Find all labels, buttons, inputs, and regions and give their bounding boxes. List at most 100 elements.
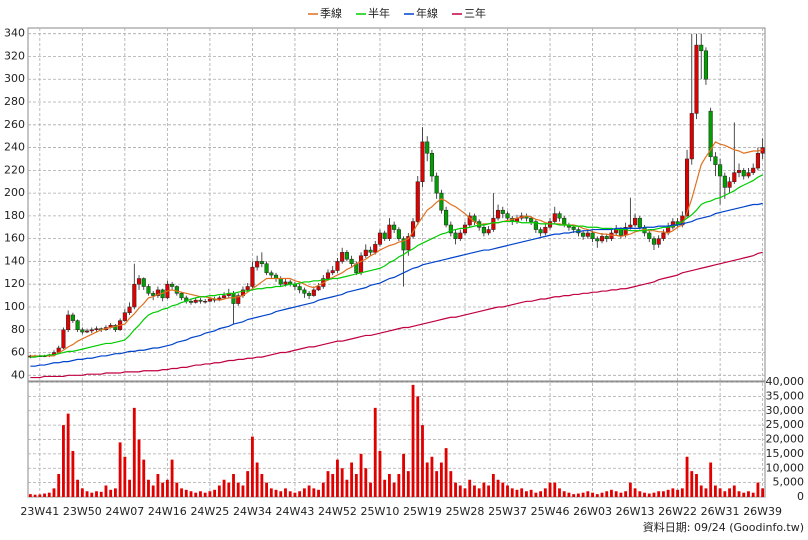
x-tick-label: 26W22 bbox=[658, 505, 697, 518]
volume-bar bbox=[317, 489, 320, 497]
volume-bar bbox=[628, 482, 632, 497]
candle-body bbox=[330, 270, 335, 274]
volume-bar bbox=[586, 491, 590, 497]
x-tick-label: 26W03 bbox=[573, 505, 612, 518]
candle-body bbox=[434, 175, 439, 194]
volume-bar bbox=[359, 453, 363, 497]
volume-bar bbox=[633, 488, 637, 497]
volume-bar bbox=[435, 471, 439, 497]
candle-body bbox=[245, 286, 250, 291]
x-tick-label: 24W16 bbox=[148, 505, 187, 518]
volume-bar bbox=[515, 489, 519, 497]
candle-body bbox=[151, 293, 156, 296]
candle-body bbox=[647, 232, 652, 239]
candle-body bbox=[325, 272, 331, 279]
candle-body bbox=[368, 249, 373, 253]
volume-bar bbox=[142, 459, 146, 497]
candle-body bbox=[741, 170, 746, 177]
y-tick-label: 340 bbox=[4, 27, 25, 40]
volume-bar bbox=[165, 479, 169, 497]
candle-body bbox=[207, 298, 212, 302]
candle-body bbox=[359, 255, 364, 274]
volume-bar bbox=[553, 482, 557, 497]
volume-bar bbox=[487, 485, 491, 497]
volume-bar bbox=[298, 491, 302, 497]
y-tick-label: 180 bbox=[4, 209, 25, 222]
candle-body bbox=[755, 153, 760, 169]
candle-body bbox=[302, 289, 307, 294]
volume-bar bbox=[80, 488, 84, 497]
candle-body bbox=[344, 252, 349, 260]
candle-body bbox=[751, 167, 756, 173]
y-tick-label: 60 bbox=[11, 346, 25, 359]
y-tick-label: 30,000 bbox=[766, 404, 805, 417]
volume-bar bbox=[284, 488, 287, 497]
volume-bar bbox=[624, 491, 628, 497]
volume-bar bbox=[491, 474, 495, 497]
candle-body bbox=[113, 324, 118, 331]
volume-bar bbox=[449, 471, 453, 497]
volume-bar bbox=[222, 479, 226, 497]
candle-body bbox=[193, 299, 198, 303]
volume-bar bbox=[321, 482, 325, 497]
candle-body bbox=[718, 164, 723, 177]
candle-body bbox=[661, 232, 666, 239]
x-tick-label: 23W41 bbox=[20, 505, 59, 518]
candle-body bbox=[552, 213, 557, 222]
candle-body bbox=[713, 156, 718, 165]
candle-body bbox=[122, 312, 127, 321]
candle-body bbox=[382, 232, 387, 239]
candle-body bbox=[311, 289, 316, 296]
x-tick-label: 23W50 bbox=[63, 505, 102, 518]
volume-bar bbox=[709, 462, 713, 497]
volume-bar bbox=[236, 482, 240, 497]
legend-label: 年線 bbox=[416, 6, 438, 20]
y-tick-label: 280 bbox=[4, 95, 25, 108]
volume-bar bbox=[265, 482, 268, 497]
candle-body bbox=[595, 238, 600, 242]
candle-body bbox=[174, 286, 179, 294]
candle-body bbox=[533, 221, 538, 230]
y-tick-label: 120 bbox=[4, 277, 25, 290]
volume-bar bbox=[350, 462, 354, 497]
volume-bar bbox=[71, 451, 75, 497]
candle-body bbox=[297, 286, 302, 291]
x-tick-label: 25W10 bbox=[361, 505, 400, 518]
volume-bar bbox=[28, 494, 32, 497]
volume-bar bbox=[501, 482, 505, 497]
candle-body bbox=[387, 224, 392, 239]
volume-bar bbox=[62, 425, 65, 497]
volume-bar bbox=[591, 492, 594, 497]
candle-body bbox=[557, 213, 562, 219]
volume-bar bbox=[76, 479, 80, 497]
volume-bar bbox=[194, 492, 198, 497]
candle-body bbox=[141, 278, 146, 287]
candle-body bbox=[453, 232, 458, 239]
volume-bar bbox=[345, 479, 349, 497]
volume-bar bbox=[269, 488, 273, 497]
candle-body bbox=[429, 153, 434, 177]
volume-bar bbox=[132, 407, 136, 497]
candle-body bbox=[722, 175, 727, 188]
y-tick-label: 20,000 bbox=[766, 433, 805, 446]
candle-body bbox=[264, 263, 269, 274]
volume-bar bbox=[336, 459, 339, 497]
candle-body bbox=[94, 328, 99, 331]
volume-bar bbox=[704, 488, 708, 497]
candle-body bbox=[618, 229, 623, 236]
candle-body bbox=[637, 217, 642, 228]
volume-bar bbox=[520, 488, 524, 497]
volume-bar bbox=[33, 494, 37, 497]
candle-body bbox=[75, 320, 80, 331]
volume-bar bbox=[543, 488, 547, 497]
candle-body bbox=[335, 261, 340, 271]
volume-bar bbox=[510, 488, 514, 497]
volume-bar bbox=[718, 488, 722, 497]
candle-body bbox=[529, 217, 534, 222]
volume-bar bbox=[302, 488, 306, 497]
volume-bar bbox=[66, 413, 70, 497]
candle-body bbox=[581, 232, 586, 237]
candle-body bbox=[458, 232, 463, 239]
volume-bar bbox=[525, 491, 528, 497]
